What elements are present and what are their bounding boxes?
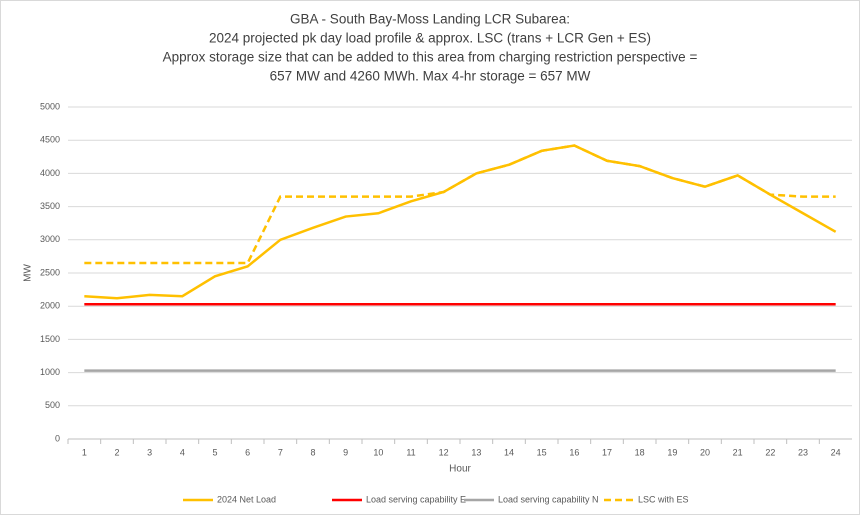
- legend-label: 2024 Net Load: [217, 494, 276, 504]
- y-tick-label: 3500: [40, 201, 60, 211]
- y-tick-label: 1500: [40, 334, 60, 344]
- chart-title: 2024 projected pk day load profile & app…: [209, 31, 651, 46]
- x-tick-label: 2: [114, 447, 119, 457]
- x-tick-label: 10: [373, 447, 383, 457]
- x-tick-label: 14: [504, 447, 514, 457]
- x-tick-label: 13: [471, 447, 481, 457]
- x-tick-label: 4: [180, 447, 185, 457]
- legend-label: Load serving capability E: [366, 494, 466, 504]
- x-tick-label: 20: [700, 447, 710, 457]
- y-tick-label: 1000: [40, 367, 60, 377]
- x-axis-title: Hour: [449, 464, 471, 475]
- chart-title: GBA - South Bay-Moss Landing LCR Subarea…: [290, 12, 570, 27]
- y-axis-title: MW: [23, 264, 34, 282]
- y-tick-label: 0: [55, 433, 60, 443]
- x-tick-label: 21: [733, 447, 743, 457]
- y-tick-label: 5000: [40, 101, 60, 111]
- chart-title: Approx storage size that can be added to…: [163, 50, 698, 65]
- x-tick-label: 17: [602, 447, 612, 457]
- y-tick-label: 2000: [40, 301, 60, 311]
- x-tick-label: 23: [798, 447, 808, 457]
- x-tick-label: 1: [82, 447, 87, 457]
- y-tick-label: 4000: [40, 168, 60, 178]
- x-tick-label: 8: [310, 447, 315, 457]
- legend-label: Load serving capability N: [498, 494, 599, 504]
- x-tick-label: 22: [765, 447, 775, 457]
- chart-title: 657 MW and 4260 MWh. Max 4-hr storage = …: [270, 69, 591, 84]
- x-tick-label: 3: [147, 447, 152, 457]
- x-tick-label: 11: [406, 447, 415, 457]
- x-tick-label: 19: [667, 447, 677, 457]
- x-tick-label: 16: [569, 447, 579, 457]
- x-tick-label: 5: [212, 447, 217, 457]
- x-tick-label: 9: [343, 447, 348, 457]
- y-tick-label: 3000: [40, 234, 60, 244]
- x-tick-label: 7: [278, 447, 283, 457]
- x-tick-label: 18: [635, 447, 645, 457]
- x-tick-label: 15: [537, 447, 547, 457]
- y-tick-label: 500: [45, 400, 60, 410]
- series-line: [84, 144, 836, 265]
- y-tick-label: 4500: [40, 135, 60, 145]
- x-tick-label: 24: [831, 447, 841, 457]
- legend-label: LSC with ES: [638, 494, 689, 504]
- y-tick-label: 2500: [40, 267, 60, 277]
- x-tick-label: 12: [439, 447, 449, 457]
- x-tick-label: 6: [245, 447, 250, 457]
